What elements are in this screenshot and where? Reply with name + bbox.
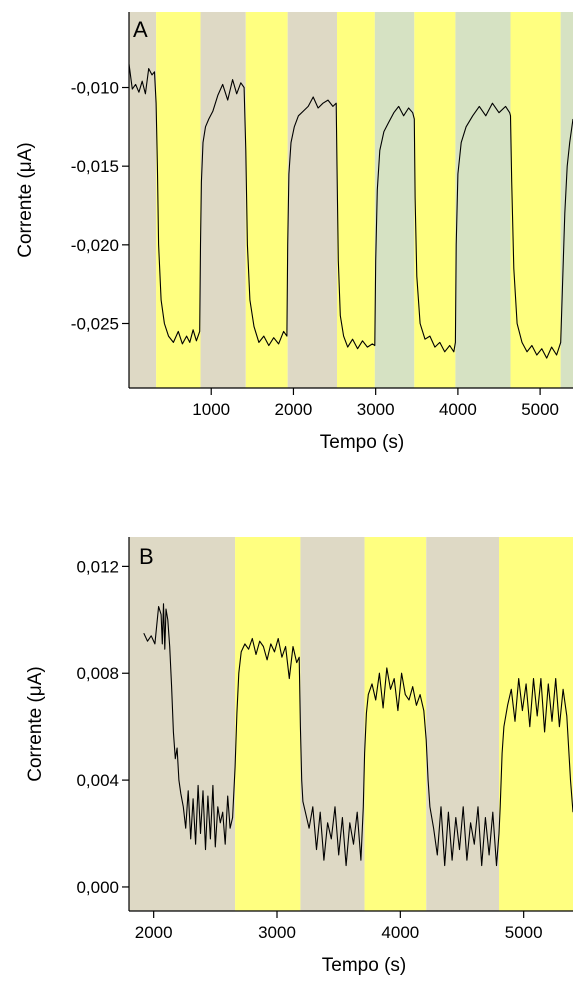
shaded-band-9 — [455, 12, 511, 388]
shaded-band-1 — [129, 12, 157, 388]
x-tick-label: 4000 — [439, 400, 477, 419]
shaded-band-8 — [414, 12, 456, 388]
shaded-band-5 — [426, 537, 499, 911]
y-ticks: -0,010 -0,015 -0,020 -0,025 — [71, 79, 129, 333]
shaded-band-6 — [337, 12, 375, 388]
y-axis-title: Corrente (μA) — [15, 142, 36, 257]
x-ticks: 2000 3000 4000 5000 — [135, 911, 543, 942]
shaded-band-4 — [364, 537, 427, 911]
y-tick-label: 0,008 — [76, 664, 119, 683]
x-tick-label: 4000 — [381, 923, 419, 942]
data-series — [143, 603, 573, 867]
x-tick-label: 5000 — [505, 923, 543, 942]
panel-label: A — [133, 17, 148, 42]
shaded-band-3 — [300, 537, 365, 911]
x-tick-label: 3000 — [258, 923, 296, 942]
x-axis-title: Tempo (s) — [322, 955, 406, 976]
data-series — [129, 63, 573, 359]
shaded-bands — [129, 537, 573, 911]
y-tick-label: 0,004 — [76, 771, 119, 790]
shaded-band-4 — [245, 12, 288, 388]
y-tick-label: 0,012 — [76, 557, 119, 576]
y-tick-label: -0,015 — [71, 157, 119, 176]
panel-label: B — [139, 544, 154, 569]
x-tick-label: 1000 — [192, 400, 230, 419]
shaded-bands — [129, 12, 573, 388]
x-tick-label: 2000 — [135, 923, 173, 942]
chart-panel-a: 1000 2000 3000 4000 5000 -0,010-0,015-0,020-… — [15, 12, 573, 453]
y-tick-label: -0,025 — [71, 314, 119, 333]
x-tick-label: 3000 — [357, 400, 395, 419]
x-tick-label: 5000 — [521, 400, 559, 419]
shaded-band-3 — [200, 12, 246, 388]
y-axis-title: Corrente (μA) — [25, 666, 46, 781]
x-axis-title: Tempo (s) — [320, 432, 404, 453]
shaded-band-2 — [235, 537, 301, 911]
shaded-band-7 — [374, 12, 415, 388]
y-ticks: 0,000 0,004 0,008 0,012 — [76, 557, 129, 897]
current-trace-line — [129, 63, 573, 359]
current-trace-line — [143, 603, 573, 867]
shaded-band-10 — [510, 12, 561, 388]
y-tick-label: -0,020 — [71, 236, 119, 255]
y-tick-label: -0,010 — [71, 79, 119, 98]
shaded-band-6 — [499, 537, 573, 911]
y-tick-label: 0,000 — [76, 878, 119, 897]
shaded-band-2 — [156, 12, 201, 388]
shaded-band-1 — [129, 537, 236, 911]
shaded-band-5 — [287, 12, 338, 388]
x-ticks: 1000 2000 3000 4000 5000 — [192, 388, 559, 419]
shaded-band-11 — [560, 12, 573, 388]
x-tick-label: 2000 — [275, 400, 313, 419]
